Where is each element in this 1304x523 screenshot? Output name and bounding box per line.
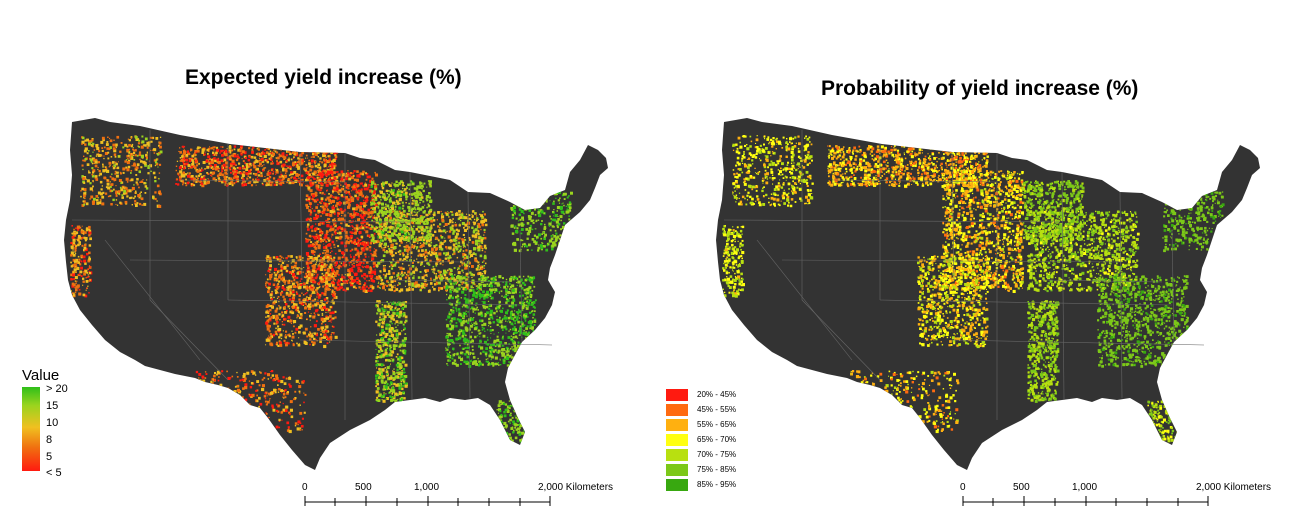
left-legend-tick: 10 [46, 417, 59, 429]
legend-swatch [666, 404, 688, 416]
legend-swatch [666, 434, 688, 446]
legend-swatch [666, 449, 688, 461]
left-scalebar-label: 2,000 Kilometers [538, 482, 614, 493]
legend-class-label: 55% - 65% [697, 420, 737, 429]
left-yield-pattern [70, 135, 573, 443]
left-scalebar-label: 500 [355, 482, 372, 493]
left-legend: Value > 20 15 10 8 5 < 5 [22, 367, 102, 485]
legend-swatch [666, 464, 688, 476]
legend-class-label: 20% - 45% [697, 390, 737, 399]
left-legend-tick: 5 [46, 451, 53, 463]
right-scalebar-label: 2,000 Kilometers [1196, 482, 1272, 493]
left-legend-tick: > 20 [46, 383, 68, 395]
right-state-boundaries [723, 130, 1205, 420]
legend-class-label: 65% - 70% [697, 435, 737, 444]
left-legend-tick: 15 [46, 400, 59, 412]
legend-swatch [666, 419, 688, 431]
left-scalebar-label: 0 [302, 482, 308, 493]
left-scalebar: 0 500 1,000 2,000 Kilometers [296, 482, 626, 512]
right-scalebar: 0 500 1,000 2,000 Kilometers [955, 482, 1285, 512]
right-probability-pattern [722, 135, 1225, 444]
right-legend: 20% - 45% 45% - 55% 55% - 65% 65% - 70% … [666, 389, 786, 499]
legend-swatch [666, 479, 688, 491]
legend-class-label: 70% - 75% [697, 450, 737, 459]
legend-swatch [666, 389, 688, 401]
left-scalebar-ruler [304, 496, 551, 506]
right-scalebar-ruler [962, 496, 1209, 506]
legend-class-label: 45% - 55% [697, 405, 737, 414]
right-scalebar-label: 0 [960, 482, 966, 493]
left-legend-tick: 8 [46, 434, 53, 446]
left-scalebar-label: 1,000 [414, 482, 440, 493]
left-state-boundaries [71, 130, 553, 420]
legend-class-label: 85% - 95% [697, 480, 737, 489]
left-legend-title: Value [22, 367, 60, 384]
right-map-title: Probability of yield increase (%) [821, 77, 1139, 100]
left-legend-colorbar [22, 387, 40, 471]
left-map-title: Expected yield increase (%) [185, 66, 462, 89]
left-us-map [64, 118, 608, 470]
right-scalebar-label: 500 [1013, 482, 1030, 493]
right-us-map [716, 118, 1260, 470]
right-scalebar-label: 1,000 [1072, 482, 1098, 493]
left-legend-tick: < 5 [46, 467, 62, 479]
legend-class-label: 75% - 85% [697, 465, 737, 474]
right-us-landmass [716, 118, 1260, 470]
